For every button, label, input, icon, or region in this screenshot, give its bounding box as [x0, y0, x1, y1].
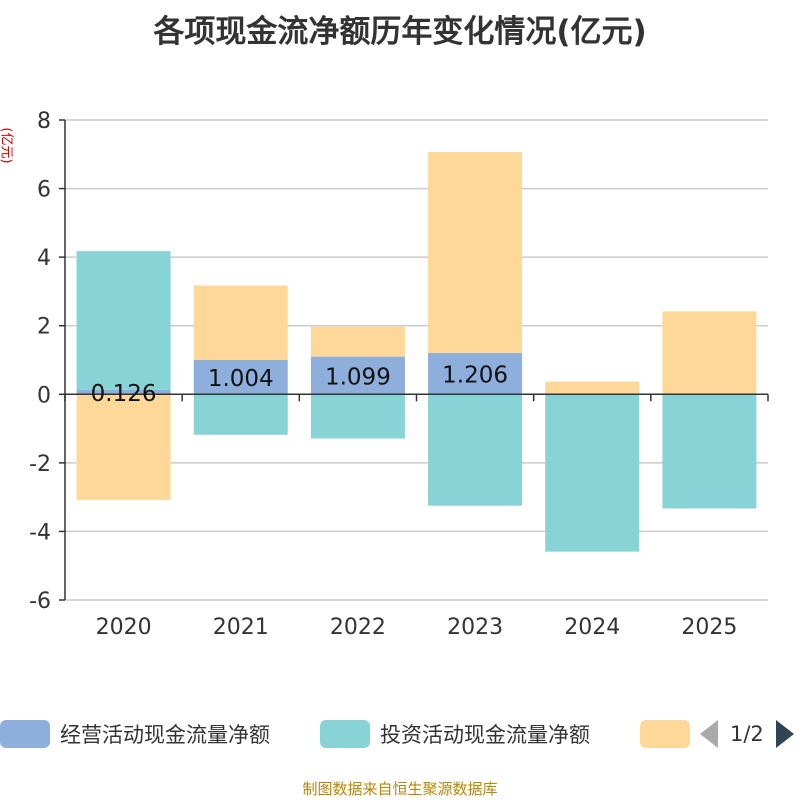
bar-chart: -6 -4 -2 0 2 4 6 8 2020 2021 2022 2023 2024 2025 0.12… — [29, 109, 769, 640]
x-tick-label: 2025 — [681, 615, 737, 640]
bar-2024-series-2[interactable] — [545, 381, 640, 395]
y-tick-label: -4 — [29, 520, 51, 545]
bar-2021-series-2[interactable] — [193, 285, 288, 360]
legend: 经营活动现金流量净额 投资活动现金流量净额 — [0, 714, 800, 754]
y-tick-label: 0 — [37, 383, 51, 408]
legend-swatch-investing — [320, 720, 370, 748]
legend-label-operating: 经营活动现金流量净额 — [60, 723, 270, 747]
bar-2023-series-2[interactable] — [428, 152, 523, 353]
y-tick-label: -2 — [29, 452, 51, 477]
data-label: 1.004 — [208, 366, 274, 392]
bars — [76, 152, 757, 552]
data-labels: 0.126 1.004 1.099 1.206 — [91, 363, 508, 408]
source-note: 制图数据来自恒生聚源数据库 — [302, 780, 498, 798]
bar-2022-series-2[interactable] — [310, 326, 405, 357]
x-tick-label: 2022 — [330, 615, 386, 640]
legend-item-operating[interactable]: 经营活动现金流量净额 — [0, 714, 270, 754]
legend-label-investing: 投资活动现金流量净额 — [380, 723, 590, 747]
y-tick-label: 2 — [37, 315, 51, 340]
legend-next-page-icon[interactable] — [775, 720, 794, 748]
bar-2022-series-1[interactable] — [310, 394, 405, 439]
legend-item-financing[interactable] — [640, 714, 700, 754]
bar-2020-series-1[interactable] — [76, 251, 171, 390]
legend-item-investing[interactable]: 投资活动现金流量净额 — [320, 714, 590, 754]
x-tick-label: 2023 — [447, 615, 503, 640]
grid-lines — [65, 119, 768, 601]
bar-2023-series-0[interactable] — [428, 352, 523, 395]
bar-2021-series-1[interactable] — [193, 394, 288, 435]
bar-2024-series-1[interactable] — [545, 394, 640, 552]
bar-2025-series-1[interactable] — [662, 394, 757, 509]
y-tick-label: 4 — [37, 246, 51, 271]
y-tick-label: 6 — [37, 178, 51, 203]
bar-2020-series-0[interactable] — [76, 389, 171, 395]
legend-swatch-financing — [640, 720, 690, 748]
legend-pager: 1/2 — [700, 714, 794, 754]
chart-title: 各项现金流净额历年变化情况(亿元) — [153, 14, 647, 50]
x-tick-label: 2024 — [564, 615, 620, 640]
bar-2023-series-1[interactable] — [428, 394, 523, 506]
legend-swatch-operating — [0, 720, 50, 748]
legend-page-indicator: 1/2 — [730, 722, 764, 746]
y-tick-label: -6 — [29, 589, 51, 614]
x-tick-label: 2020 — [96, 615, 152, 640]
data-label: 0.126 — [91, 381, 157, 407]
legend-prev-page-icon[interactable] — [700, 720, 718, 748]
data-label: 1.206 — [442, 363, 508, 389]
bar-2025-series-2[interactable] — [662, 311, 757, 395]
axes: -6 -4 -2 0 2 4 6 8 2020 2021 2022 2023 2024 2025 — [29, 109, 769, 640]
y-tick-label: 8 — [37, 109, 51, 134]
bar-2020-series-2[interactable] — [76, 394, 171, 500]
x-tick-label: 2021 — [213, 615, 269, 640]
bar-2022-series-0[interactable] — [310, 356, 405, 395]
data-label: 1.099 — [325, 364, 391, 390]
bar-2021-series-0[interactable] — [193, 359, 288, 395]
